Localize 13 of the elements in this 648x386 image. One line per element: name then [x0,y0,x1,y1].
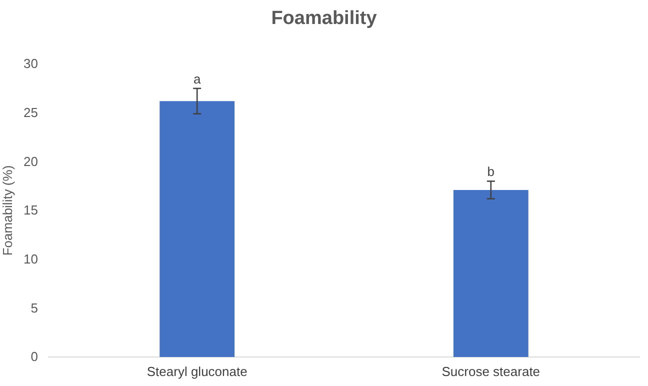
y-tick-label: 5 [30,300,38,316]
y-tick-label: 25 [24,104,38,120]
y-tick-label: 20 [24,154,38,169]
x-tick-label: Sucrose stearate [442,364,540,380]
y-axis-title: Foamability (%) [0,165,15,256]
annotation: a [193,71,202,86]
annotation: b [487,164,495,180]
y-tick-label: 15 [24,202,38,218]
y-tick-label: 0 [30,349,38,364]
y-tick-label: 10 [24,251,38,266]
y-tick-label: 30 [24,56,38,72]
x-tick-label: Stearyl gluconate [146,364,248,380]
chart-title: Foamability [271,8,378,29]
